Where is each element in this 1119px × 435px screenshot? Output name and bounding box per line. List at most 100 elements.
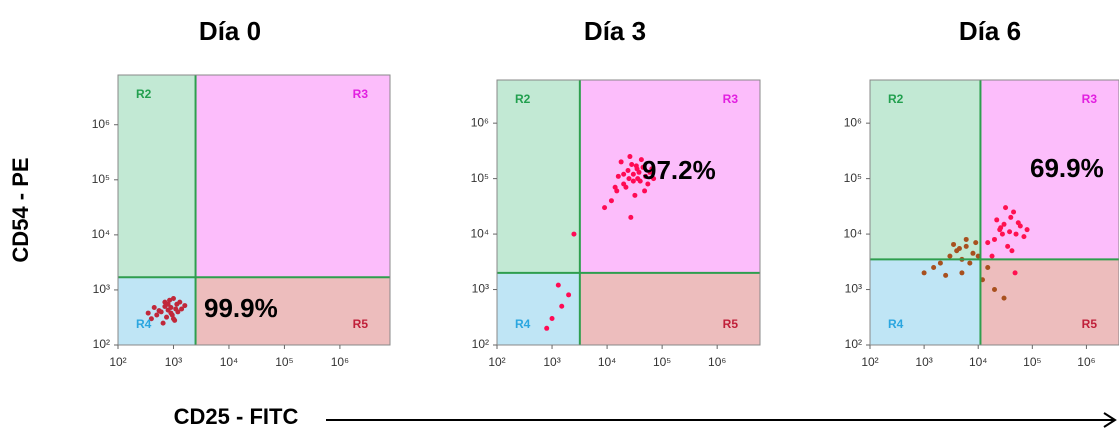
gate-region [195, 75, 390, 278]
x-tick-label: 10³ [543, 355, 560, 369]
event-dot [959, 270, 965, 276]
percent-annotation: 69.9% [1030, 153, 1104, 183]
event-dot [148, 316, 154, 322]
gate-region [195, 277, 390, 345]
event-dot [615, 173, 621, 179]
gate-region [497, 272, 580, 345]
gate-region [579, 272, 760, 345]
y-tick-label: 10³ [845, 282, 862, 296]
event-dot [154, 312, 160, 318]
event-dot [947, 253, 953, 259]
event-dot [167, 297, 173, 303]
region-label: R5 [353, 317, 369, 331]
event-dot [618, 159, 624, 165]
x-tick-label: 10⁴ [969, 355, 988, 369]
event-dot [642, 188, 648, 194]
event-dot [1007, 229, 1013, 235]
x-tick-label: 10⁵ [653, 355, 671, 369]
event-dot [651, 176, 657, 182]
event-dot [612, 184, 618, 190]
event-dot [931, 264, 937, 270]
x-tick-label: 10⁵ [1023, 355, 1041, 369]
event-dot [985, 264, 991, 270]
event-dot [1001, 295, 1007, 301]
event-dot [170, 316, 176, 322]
event-dot [602, 205, 608, 211]
event-dot [970, 250, 976, 256]
event-dot [1024, 227, 1030, 233]
chart-title: Día 6 [959, 16, 1021, 46]
x-axis-label: CD25 - FITC [174, 404, 299, 429]
y-tick-label: 10² [472, 337, 489, 351]
event-dot [994, 217, 1000, 223]
y-tick-label: 10⁶ [471, 115, 489, 129]
event-dot [992, 287, 997, 293]
event-dot [967, 260, 973, 266]
y-tick-label: 10⁵ [471, 171, 489, 185]
region-label: R3 [1082, 92, 1098, 106]
event-dot [963, 236, 969, 242]
region-label: R2 [888, 92, 904, 106]
x-tick-label: 10⁵ [275, 355, 293, 369]
event-dot [182, 303, 188, 309]
event-dot [559, 303, 565, 309]
event-dot [1009, 248, 1015, 254]
chart-title: Día 0 [199, 16, 261, 46]
gate-region [980, 259, 1119, 345]
event-dot [992, 236, 997, 242]
event-dot [151, 304, 157, 310]
event-dot [628, 214, 634, 220]
event-dot [630, 178, 636, 184]
y-tick-label: 10⁴ [843, 226, 862, 240]
y-tick-label: 10² [93, 337, 110, 351]
event-dot [633, 163, 639, 169]
x-tick-label: 10⁶ [331, 355, 349, 369]
y-tick-label: 10² [845, 337, 862, 351]
x-tick-label: 10² [109, 355, 126, 369]
event-dot [632, 192, 638, 198]
event-dot [608, 198, 614, 204]
event-dot [989, 253, 995, 259]
event-dot [951, 241, 957, 247]
event-dot [985, 240, 991, 246]
region-label: R5 [1082, 317, 1098, 331]
y-tick-label: 10³ [93, 282, 110, 296]
arrow-head [1103, 412, 1117, 428]
plot-frame [496, 79, 761, 346]
x-tick-label: 10³ [165, 355, 182, 369]
event-dot [1013, 231, 1019, 237]
event-dot [164, 314, 170, 320]
region-label: R5 [723, 317, 739, 331]
event-dot [179, 306, 185, 312]
gate-region [579, 80, 760, 273]
plot-frame [869, 79, 1119, 346]
event-dot [566, 292, 572, 298]
event-dot [937, 260, 943, 266]
event-dot [158, 309, 164, 315]
event-dot [1011, 209, 1017, 215]
gate-region [497, 80, 580, 273]
x-tick-label: 10⁴ [220, 355, 239, 369]
region-label: R4 [136, 317, 152, 331]
region-label: R3 [353, 87, 369, 101]
gate-region [980, 80, 1119, 260]
event-dot [627, 154, 633, 160]
x-tick-label: 10² [488, 355, 505, 369]
region-label: R2 [136, 87, 152, 101]
event-dot [956, 245, 962, 251]
y-tick-label: 10⁴ [91, 227, 110, 241]
event-dot [1003, 205, 1009, 211]
event-dot [175, 309, 181, 315]
event-dot [625, 168, 631, 174]
percent-annotation: 97.2% [642, 155, 716, 185]
event-dot [921, 270, 927, 276]
event-dot [162, 299, 168, 305]
x-tick-label: 10⁶ [1077, 355, 1095, 369]
event-dot [973, 240, 979, 246]
event-dot [623, 184, 629, 190]
percent-annotation: 99.9% [204, 293, 278, 323]
event-dot [145, 310, 151, 316]
event-dot [943, 272, 949, 278]
event-dot [1012, 270, 1018, 276]
